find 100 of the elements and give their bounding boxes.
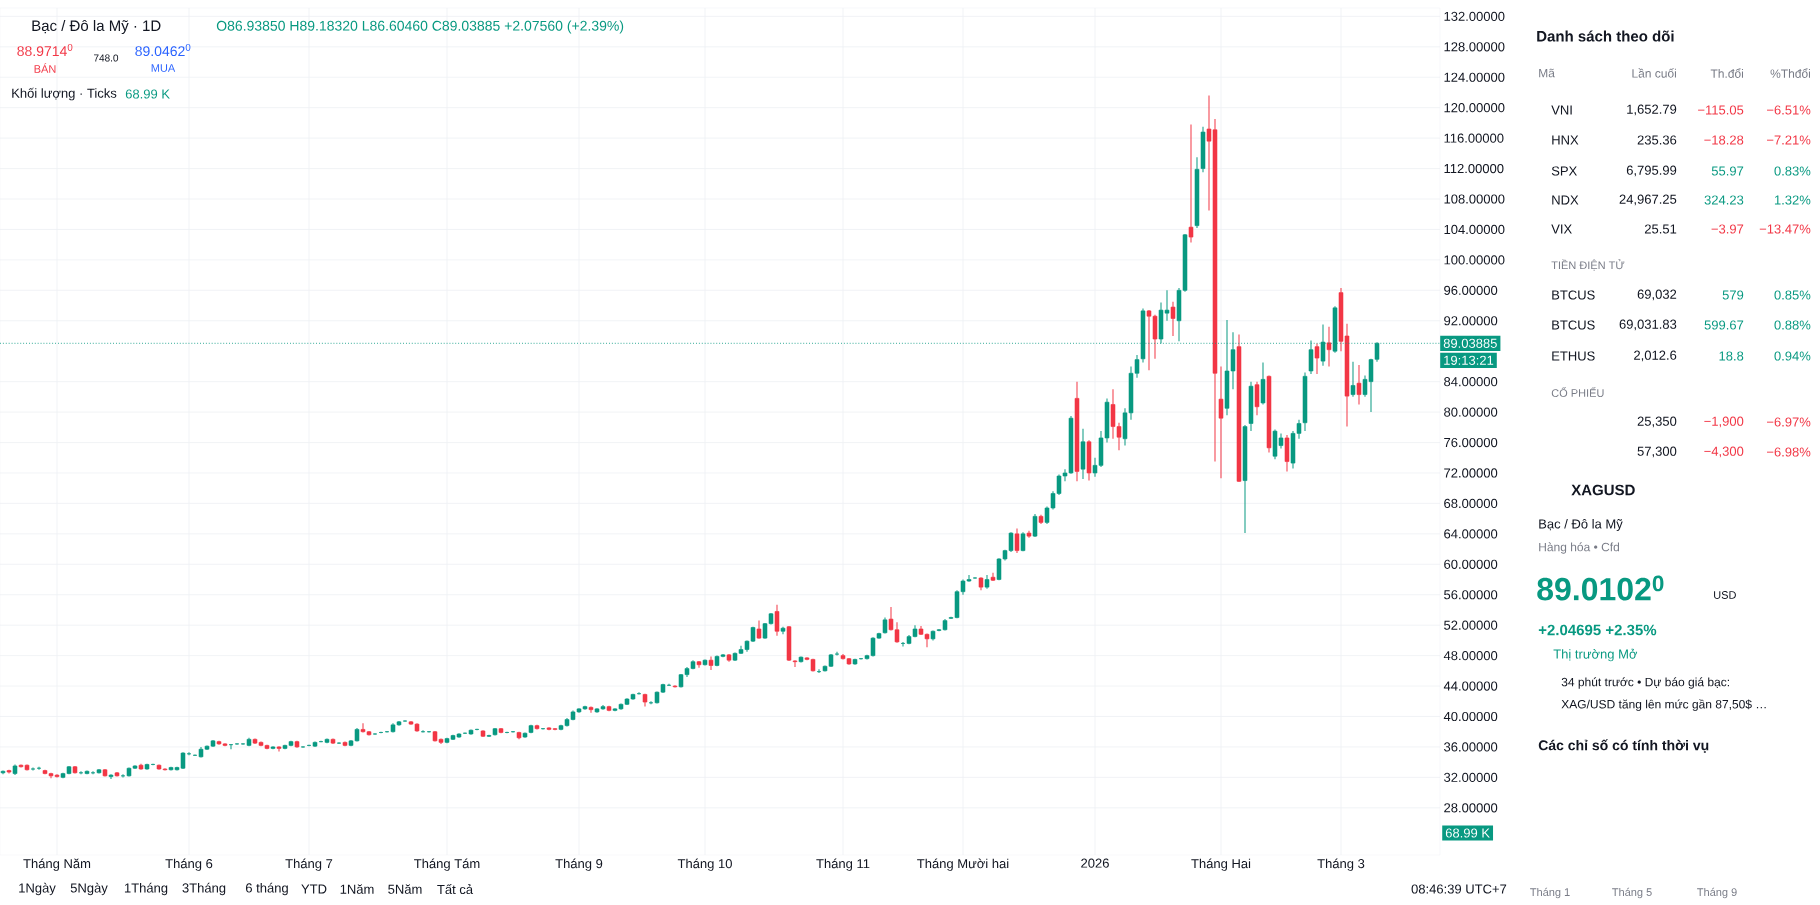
annotation: 748.0 [94,54,119,62]
text: −18.28 [1704,135,1744,145]
x-tick-label: Tháng 9 [555,858,603,871]
text: Th.đổi [1710,68,1743,78]
text: 0.94% [1774,351,1811,361]
text: −6.98% [1767,447,1811,457]
y-tick-label: 120.00000 [1444,103,1505,113]
text: 19:13:21 [1444,355,1494,365]
candlestick [1260,362,1266,405]
y-tick-label: 68.00000 [1444,498,1498,509]
y-tick-label: 64.00000 [1444,529,1498,539]
y-tick-label: 48.00000 [1443,651,1498,661]
text: 0.85% [1774,290,1811,300]
candlestick [756,620,762,640]
text: Thị trường Mở [1553,648,1638,662]
text: 6 tháng [245,882,288,896]
candlestick [1014,528,1020,554]
x-tick-label: Tháng 7 [285,858,333,871]
candlestick [276,745,282,752]
text: 0.88% [1774,320,1811,330]
text: 1Ngày [19,882,56,896]
x-tick-label: Tháng Hai [1191,858,1251,871]
text: Hàng hóa • Cfd [1539,542,1620,554]
candlestick [1032,513,1038,538]
text: ETHUS [1552,351,1595,361]
y-tick-label: 44.00000 [1443,681,1498,691]
y-tick-label: 76.00000 [1444,437,1498,448]
text: 0.83% [1774,166,1811,176]
text: 18.8 [1719,351,1744,361]
text: Mã [1539,68,1555,78]
y-tick-label: 128.00000 [1444,42,1505,52]
y-tick-label: 96.00000 [1444,285,1498,295]
y-tick-label: 116.00000 [1444,133,1504,143]
text: USD [1714,591,1736,599]
text: O86.93850 H89.18320 L86.60460 C89.03885 +2.07560 (+2.39%) [216,20,624,34]
text: −7.21% [1767,135,1811,145]
x-tick-label: Tháng 3 [1317,858,1365,871]
candlestick [1188,123,1194,243]
text: 57,300 [1637,446,1677,458]
x-tick-label: 2026 [1081,858,1109,868]
y-tick-label: 72.00000 [1444,468,1498,478]
text: Tháng 5 [1612,887,1652,899]
annotation: MUA [151,64,176,72]
text: Lần cuối [1632,68,1676,78]
x-tick-label: Tháng Mười hai [917,858,1009,871]
y-tick-label: 132.00000 [1444,11,1505,21]
text: 5Năm [388,884,422,894]
annotation: 88.9714$^{0}$ [17,43,73,57]
text: XAGUSD [1571,484,1635,496]
text: 6,795.99 [1626,165,1677,177]
text: 25.51 [1644,224,1677,234]
text: 08:46:39 UTC+7 [1411,884,1507,894]
annotation: Khối lượng · Ticks [12,87,117,101]
text: 34 phút trước • Dự báo giá bạc: [1561,677,1729,689]
text: 69,031.83 [1619,319,1677,331]
text: 599.67 [1704,320,1744,330]
text: −6.51% [1767,105,1811,115]
text: 24,967.25 [1619,194,1677,206]
text: −3.97 [1711,224,1744,234]
x-tick-label: Tháng Năm [23,858,91,871]
text: −4,300 [1704,446,1744,458]
candlestick [708,655,714,671]
candlestick [30,766,36,772]
text: −13.47% [1759,224,1811,234]
text: 1Tháng [124,882,168,896]
text: BTCUS [1552,320,1595,330]
text: VNI [1551,105,1572,115]
text: 1,652.79 [1627,104,1677,116]
text: 68.99 K [1445,828,1490,838]
y-tick-label: 80.00000 [1444,407,1498,417]
text: 89.0102$^{0}$ [1537,575,1664,601]
y-tick-label: 112.00000 [1444,163,1504,174]
candlestick [990,572,996,582]
x-tick-label: Tháng 6 [165,858,213,871]
text: 25,350 [1637,416,1677,428]
candlestick [1326,326,1332,367]
candlestick [1314,343,1320,375]
y-tick-label: 104.00000 [1444,224,1505,235]
y-tick-label: 60.00000 [1444,559,1498,569]
y-tick-label: 108.00000 [1444,194,1505,204]
y-tick-label: 36.00000 [1444,742,1498,752]
candlestick [672,684,678,689]
text: 3Tháng [182,882,226,896]
y-tick-label: 32.00000 [1444,772,1498,782]
y-tick-label: 40.00000 [1443,711,1498,722]
y-tick-label: 92.00000 [1444,316,1498,326]
text: SPX [1551,166,1577,176]
text: 324.23 [1704,195,1744,205]
candlestick [588,706,594,714]
candlestick [1356,364,1362,405]
candlestick [1254,381,1260,416]
y-tick-label: 100.00000 [1444,255,1505,265]
y-tick-label: 124.00000 [1444,72,1505,82]
text: Các chỉ số có tính thời vụ [1538,739,1709,753]
text: +2.04695 +2.35% [1538,624,1657,636]
text: XAG/USD tăng lên mức gần 87,50$ … [1561,699,1766,711]
text: YTD [301,884,327,894]
text: 1.32% [1774,195,1811,205]
text: 579 [1722,290,1744,300]
annotation: BÁN [34,63,56,73]
